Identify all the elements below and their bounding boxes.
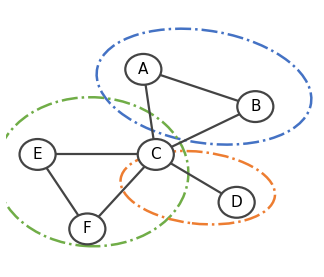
Text: F: F <box>83 221 92 236</box>
Circle shape <box>69 214 105 244</box>
Circle shape <box>219 187 255 218</box>
Text: D: D <box>231 195 243 210</box>
Text: A: A <box>138 62 148 77</box>
Circle shape <box>138 139 174 170</box>
Text: B: B <box>250 99 260 114</box>
Circle shape <box>125 54 161 85</box>
Circle shape <box>237 91 273 122</box>
Text: C: C <box>150 147 161 162</box>
Circle shape <box>19 139 56 170</box>
Text: E: E <box>33 147 42 162</box>
